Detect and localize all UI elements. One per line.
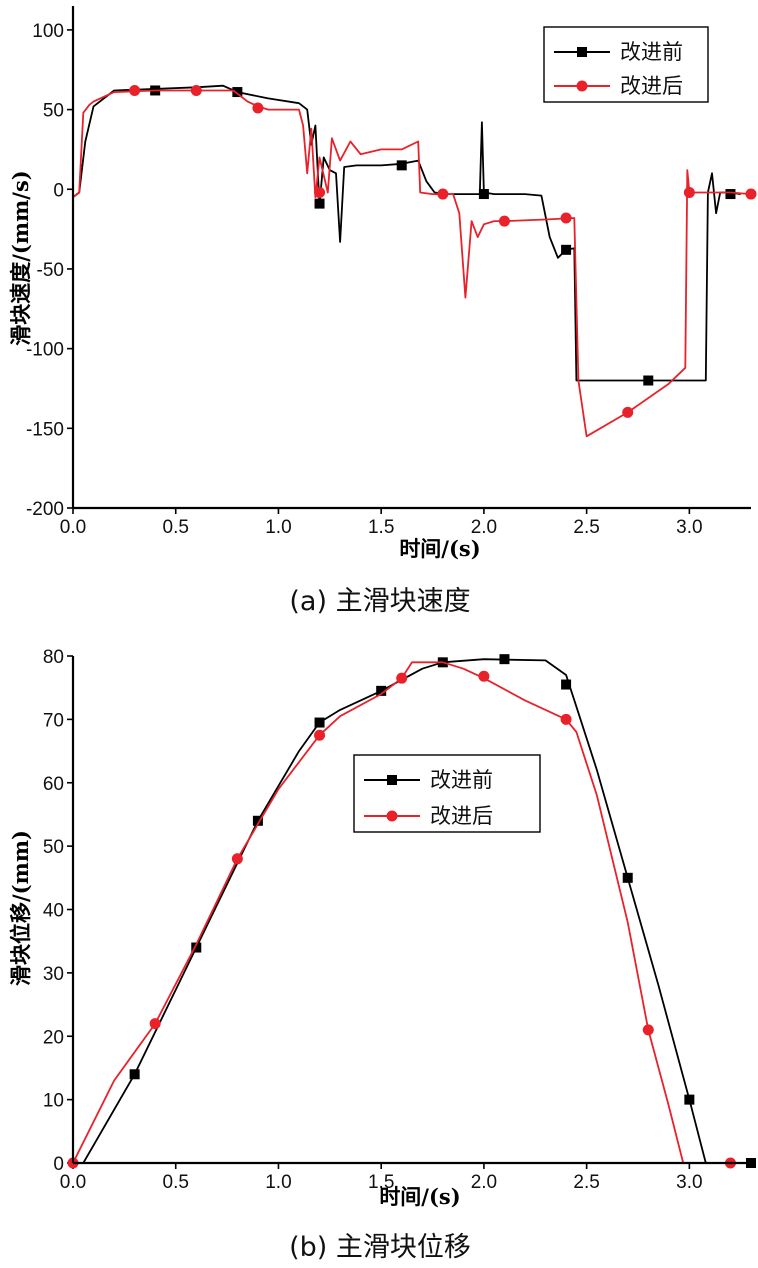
velocity-y-tick-label: 50 [43,101,64,122]
velocity-series-after-marker [190,84,202,96]
displacement-y-tick-label: 20 [43,1027,64,1048]
velocity-x-tick-label: 2.0 [471,517,497,538]
displacement-legend-after-marker [386,810,398,822]
velocity-series-before-marker [561,244,572,255]
displacement-series-before-marker [376,685,387,696]
velocity-series-before-marker [478,189,489,200]
displacement-y-tick-label: 10 [43,1091,64,1112]
displacement-series-after-marker [642,1024,654,1036]
velocity-series-before-marker [643,375,654,386]
velocity-chart: 0.0 0.5 1.0 1.5 2.0 2.5 3.0 100 50 0 -50 -100 -150 -… [8,6,757,617]
velocity-y-axis-label: 滑块速度/(mm/s) [8,170,33,345]
displacement-series-before-marker [314,717,325,728]
displacement-series-after-marker [314,729,326,741]
displacement-y-axis-label: 滑块位移/(mm) [8,830,33,986]
displacement-y-tick-label: 60 [43,774,64,795]
displacement-series-after-marker [560,713,572,725]
velocity-x-axis-label: 时间/(s) [399,536,480,561]
velocity-x-tick-label: 2.5 [573,517,599,538]
displacement-plot-frame [73,656,751,1163]
velocity-series-before-marker [314,198,325,209]
displacement-y-tick-label: 30 [43,964,64,985]
velocity-x-tick-label: 1.5 [368,517,394,538]
velocity-y-tick-label: 0 [53,180,64,201]
velocity-y-tick-label: -150 [26,419,64,440]
displacement-y-tick-label: 80 [43,647,64,668]
displacement-legend: 改进前 改进后 [353,754,541,833]
velocity-x-tick-label: 0.0 [60,517,86,538]
velocity-legend: 改进前 改进后 [543,26,709,103]
displacement-y-tick-label: 50 [43,837,64,858]
displacement-legend-before-marker [387,775,397,785]
velocity-caption: (a) 主滑块速度 [289,586,470,617]
velocity-series-after-line [73,89,751,438]
velocity-legend-before-label: 改进前 [620,40,683,64]
displacement-x-tick-label: 1.5 [368,1172,394,1193]
velocity-x-tick-label: 3.0 [676,517,702,538]
displacement-series-after-line [73,661,731,1163]
velocity-series-after-marker [560,212,572,224]
displacement-legend-box [353,754,541,833]
velocity-series-after-marker [683,186,695,198]
velocity-legend-after-marker [576,80,588,92]
displacement-series-before-marker [684,1094,695,1105]
displacement-y-tick-label: 0 [53,1154,64,1175]
velocity-legend-before-marker [577,47,587,57]
velocity-y-tick-label: -200 [26,499,64,520]
displacement-x-tick-label: 0.0 [60,1172,86,1193]
displacement-series-before-marker [191,942,202,953]
velocity-legend-box [543,26,709,103]
velocity-series-after-marker [437,188,449,200]
displacement-y-tick-label: 40 [43,901,64,922]
velocity-x-tick-label: 0.5 [163,517,189,538]
velocity-series-after-marker [252,102,264,114]
displacement-x-tick-label: 2.0 [471,1172,497,1193]
velocity-x-tick-label: 1.0 [265,517,291,538]
displacement-x-tick-label: 2.5 [573,1172,599,1193]
velocity-series-before-line [73,84,741,382]
displacement-legend-after-label: 改进后 [430,804,493,828]
displacement-series-before-marker [622,872,633,883]
displacement-series-after-marker [478,670,490,682]
displacement-series-before-marker [561,679,572,690]
displacement-series-before-marker [129,1069,140,1080]
displacement-x-axis-label: 时间/(s) [379,1184,460,1209]
velocity-series-after-marker [498,215,510,227]
velocity-y-tick-label: 100 [32,21,64,42]
displacement-legend-before-label: 改进前 [430,768,493,792]
velocity-y-tick-label: -50 [37,260,64,281]
displacement-y-tick-label: 70 [43,710,64,731]
velocity-legend-after-label: 改进后 [620,74,683,98]
velocity-series-after-marker [129,84,141,96]
displacement-x-tick-label: 0.5 [163,1172,189,1193]
displacement-x-tick-label: 3.0 [676,1172,702,1193]
displacement-series-after-marker [231,853,243,865]
displacement-series-before-line [82,658,751,1163]
velocity-series-before-marker [396,160,407,171]
displacement-series-after-marker [149,1018,161,1030]
displacement-x-tick-label: 1.0 [265,1172,291,1193]
velocity-series-after-marker [314,186,326,198]
velocity-series-after-marker [622,406,634,418]
velocity-series-before-marker [725,189,736,200]
velocity-series-after-marker [745,188,757,200]
displacement-series-before-marker [499,654,510,665]
velocity-y-tick-label: -100 [26,340,64,361]
displacement-series-after-marker [396,672,408,684]
velocity-series-before-marker [232,87,243,98]
displacement-chart: 0.0 0.5 1.0 1.5 2.0 2.5 3.0 80706050403020100 … [8,647,756,1263]
displacement-series-before-marker [252,815,263,826]
displacement-caption: (b) 主滑块位移 [289,1232,471,1263]
